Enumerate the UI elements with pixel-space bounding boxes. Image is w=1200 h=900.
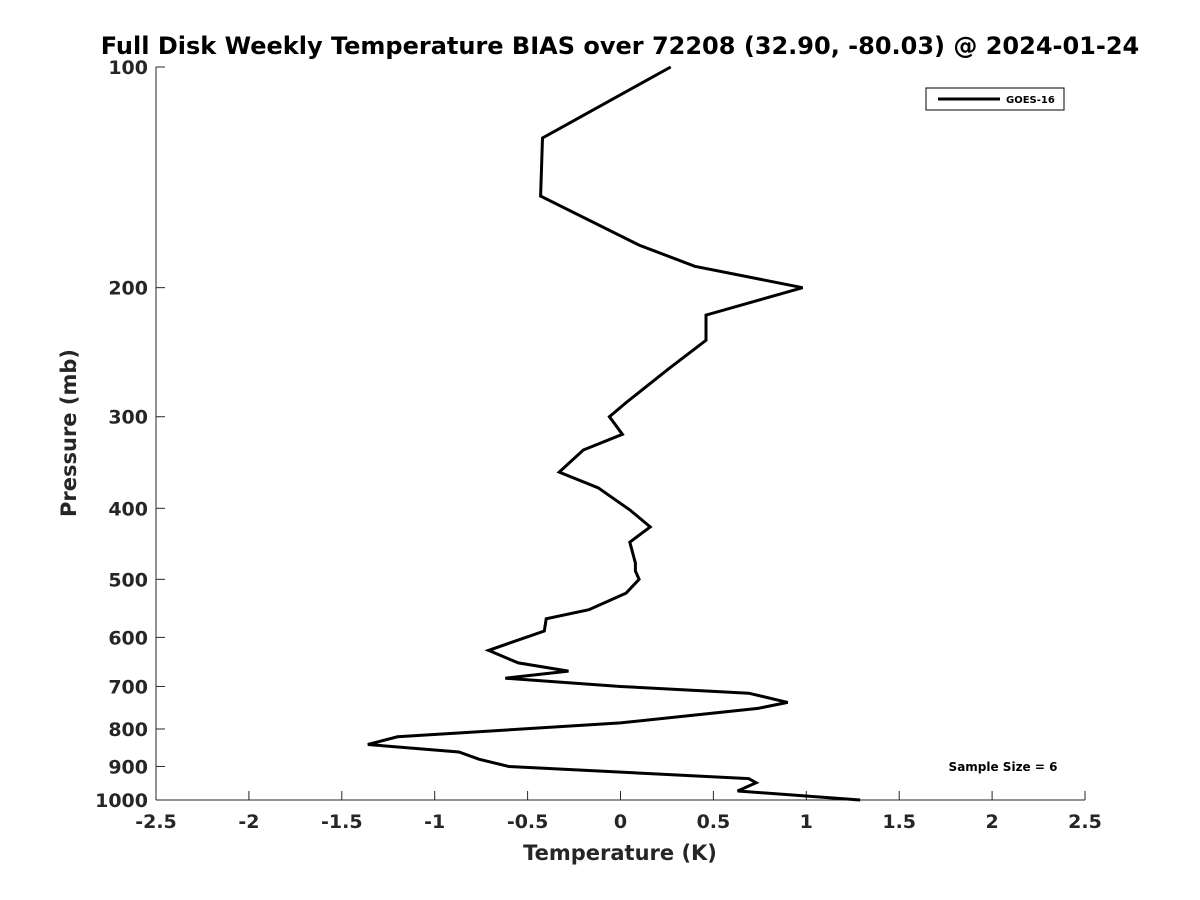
series-line-goes-16 [367, 65, 861, 802]
x-tick-label: 0.5 [697, 811, 731, 833]
x-tick-label: 0 [614, 811, 627, 833]
y-tick-label: 300 [108, 407, 148, 429]
x-tick-label: -2 [238, 811, 259, 833]
x-tick-label: -1 [424, 811, 445, 833]
x-tick-label: 2.5 [1068, 811, 1102, 833]
x-tick-label: -2.5 [135, 811, 177, 833]
x-tick-label: -0.5 [507, 811, 549, 833]
y-axis-label: Pressure (mb) [57, 349, 81, 517]
x-axis-label: Temperature (K) [523, 841, 717, 865]
legend: GOES-16 [925, 87, 1065, 111]
x-tick-label: 1.5 [882, 811, 916, 833]
sample-size-annotation: Sample Size = 6 [949, 760, 1058, 774]
y-tick-label: 900 [108, 756, 148, 778]
y-tick-label: 200 [108, 278, 148, 300]
y-tick-label: 800 [108, 719, 148, 741]
legend-label-goes-16: GOES-16 [1006, 95, 1055, 106]
y-tick-label: 500 [108, 569, 148, 591]
x-tick-label: -1.5 [321, 811, 363, 833]
x-axis-ticks: -2.5 -2 -1.5 -1 -0.5 0 0.5 1 1.5 2 2.5 [135, 791, 1102, 833]
y-axis-ticks: 100 200 300 400 500 600 700 800 900 1000 [95, 57, 165, 812]
y-tick-label: 700 [108, 676, 148, 698]
x-tick-label: 2 [985, 811, 998, 833]
y-tick-label: 600 [108, 627, 148, 649]
series-layer [367, 65, 861, 802]
y-tick-label: 400 [108, 498, 148, 520]
y-tick-label: 1000 [95, 790, 148, 812]
x-tick-label: 1 [800, 811, 813, 833]
y-tick-label: 100 [108, 57, 148, 79]
chart-title: Full Disk Weekly Temperature BIAS over 7… [101, 32, 1140, 60]
